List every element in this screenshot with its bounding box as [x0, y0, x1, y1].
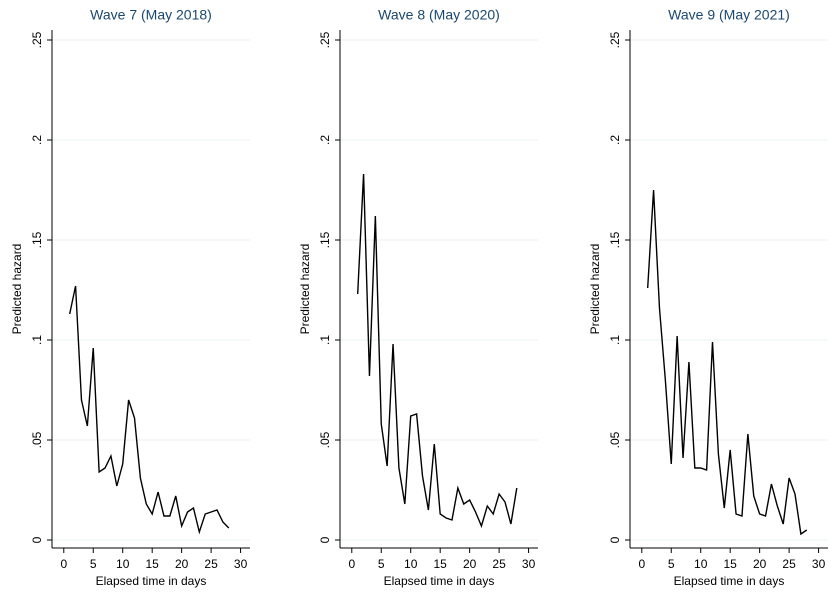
y-axis-title: Predicted hazard — [298, 244, 312, 335]
y-tick-label: .25 — [30, 31, 44, 48]
x-tick-label: 20 — [175, 557, 189, 571]
y-tick-label: .25 — [608, 31, 622, 48]
line-series — [68, 285, 230, 535]
y-tick-label: .2 — [608, 135, 622, 145]
x-tick-label: 25 — [204, 557, 218, 571]
x-tick-label: 20 — [463, 557, 477, 571]
y-tick-label: .2 — [30, 135, 44, 145]
y-tick-label: .25 — [318, 31, 332, 48]
panel-title: Wave 8 (May 2020) — [378, 7, 500, 23]
y-axis-title: Predicted hazard — [588, 244, 602, 335]
y-tick-label: .2 — [318, 135, 332, 145]
x-tick-label: 25 — [492, 557, 506, 571]
x-tick-label: 25 — [782, 557, 796, 571]
y-tick-label: 0 — [30, 536, 44, 543]
y-tick-label: .05 — [608, 431, 622, 448]
y-tick-label: .15 — [318, 231, 332, 248]
y-tick-label: 0 — [318, 536, 332, 543]
line-series — [356, 173, 518, 529]
x-tick-label: 0 — [348, 557, 355, 571]
y-tick-label: .1 — [318, 335, 332, 345]
line-series — [646, 189, 808, 536]
y-tick-label: .15 — [30, 231, 44, 248]
y-tick-label: .05 — [30, 431, 44, 448]
x-axis-title: Elapsed time in days — [96, 574, 207, 588]
x-tick-label: 30 — [234, 557, 248, 571]
y-tick-label: 0 — [608, 536, 622, 543]
y-tick-label: .05 — [318, 431, 332, 448]
y-axis-title: Predicted hazard — [10, 244, 24, 335]
x-tick-label: 0 — [60, 557, 67, 571]
x-tick-label: 15 — [145, 557, 159, 571]
x-tick-label: 10 — [404, 557, 418, 571]
y-tick-label: .1 — [608, 335, 622, 345]
x-tick-label: 5 — [378, 557, 385, 571]
x-tick-label: 15 — [723, 557, 737, 571]
x-tick-label: 5 — [90, 557, 97, 571]
x-axis-title: Elapsed time in days — [384, 574, 495, 588]
x-tick-label: 0 — [638, 557, 645, 571]
x-tick-label: 10 — [694, 557, 708, 571]
x-tick-label: 30 — [812, 557, 826, 571]
panel-title: Wave 7 (May 2018) — [90, 7, 212, 23]
y-tick-label: .15 — [608, 231, 622, 248]
x-tick-label: 20 — [753, 557, 767, 571]
panel-title: Wave 9 (May 2021) — [668, 7, 790, 23]
x-tick-label: 5 — [668, 557, 675, 571]
x-tick-label: 15 — [433, 557, 447, 571]
x-tick-label: 30 — [522, 557, 536, 571]
x-axis-title: Elapsed time in days — [674, 574, 785, 588]
y-tick-label: .1 — [30, 335, 44, 345]
x-tick-label: 10 — [116, 557, 130, 571]
